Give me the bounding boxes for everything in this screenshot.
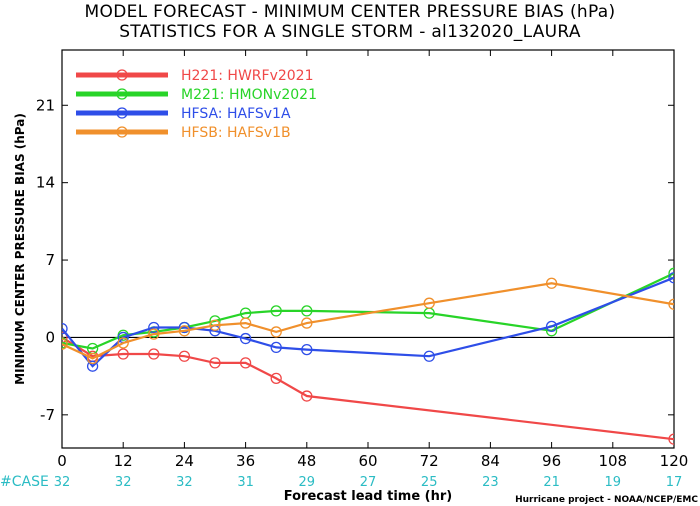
data-point bbox=[270, 326, 282, 338]
data-point bbox=[545, 277, 558, 289]
data-point bbox=[270, 341, 282, 354]
x-tick-label: 60 bbox=[358, 452, 377, 470]
y-tick-label: 7 bbox=[45, 251, 55, 269]
x-tick-label: 72 bbox=[420, 452, 439, 470]
case-count: 27 bbox=[360, 475, 377, 490]
legend-entry: M221: HMONv2021 bbox=[76, 87, 317, 103]
legend-entry: HFSA: HAFSv1A bbox=[76, 106, 291, 122]
plot-frame bbox=[61, 49, 675, 449]
data-point bbox=[178, 350, 191, 362]
data-point bbox=[86, 360, 99, 372]
x-tick-label: 84 bbox=[481, 452, 500, 470]
data-point bbox=[117, 348, 129, 360]
data-point bbox=[62, 322, 68, 335]
y-axis-label: MINIMUM CENTER PRESSURE BIAS (hPa) bbox=[13, 113, 27, 385]
legend-label: M221: HMONv2021 bbox=[181, 87, 317, 103]
legend-marker bbox=[116, 107, 128, 119]
case-count: 32 bbox=[176, 475, 193, 490]
data-point bbox=[62, 331, 68, 344]
data-point bbox=[423, 350, 435, 362]
chart-title: MODEL FORECAST - MINIMUM CENTER PRESSURE… bbox=[85, 2, 616, 22]
data-point bbox=[668, 298, 674, 310]
case-count: 25 bbox=[421, 475, 438, 490]
case-label: #CASE bbox=[0, 474, 49, 490]
x-tick-label: 108 bbox=[598, 452, 627, 470]
case-count: 29 bbox=[299, 475, 316, 490]
data-point bbox=[301, 305, 313, 317]
legend-label: H221: HWRFv2021 bbox=[181, 68, 313, 84]
data-point bbox=[148, 348, 160, 360]
data-point bbox=[301, 317, 313, 329]
y-tick-label: 21 bbox=[36, 96, 55, 114]
series-line bbox=[62, 336, 674, 441]
case-count: 23 bbox=[482, 475, 499, 490]
legend: H221: HWRFv2021 M221: HMONv2021 HFSA: HAFS… bbox=[76, 68, 317, 141]
data-point bbox=[668, 433, 674, 445]
data-point bbox=[239, 357, 252, 369]
x-tick-label: 120 bbox=[660, 452, 689, 470]
series-3 bbox=[62, 272, 674, 372]
case-counts: 32 32 32 31 29 27 25 23 21 19 17 bbox=[54, 475, 683, 490]
data-point bbox=[668, 272, 674, 284]
data-point bbox=[270, 305, 282, 317]
x-tick-label: 24 bbox=[175, 452, 194, 470]
case-count: 17 bbox=[666, 475, 683, 490]
y-tick-label: -7 bbox=[40, 406, 55, 424]
legend-marker bbox=[116, 69, 128, 81]
credit-text: Hurricane project - NOAA/NCEP/EMC bbox=[515, 495, 698, 505]
data-point bbox=[117, 337, 129, 349]
data-point bbox=[148, 321, 160, 334]
x-tick-label: 12 bbox=[114, 452, 133, 470]
data-point bbox=[209, 319, 221, 331]
legend-marker bbox=[116, 126, 128, 138]
data-point bbox=[178, 321, 191, 334]
legend-entry: H221: HWRFv2021 bbox=[76, 68, 313, 84]
y-tick-label: 0 bbox=[45, 328, 55, 346]
legend-label: HFSA: HAFSv1A bbox=[181, 106, 291, 122]
x-tick-label: 96 bbox=[542, 452, 561, 470]
data-point bbox=[178, 325, 191, 337]
series-2 bbox=[62, 267, 674, 355]
y-tick-label: 14 bbox=[36, 174, 55, 192]
data-point bbox=[148, 328, 160, 340]
data-point bbox=[239, 317, 252, 329]
legend-label: HFSB: HAFSv1B bbox=[181, 125, 291, 141]
case-count: 31 bbox=[237, 475, 254, 490]
chart-subtitle: STATISTICS FOR A SINGLE STORM - al132020… bbox=[119, 22, 581, 42]
case-count: 21 bbox=[543, 475, 560, 490]
series-1 bbox=[62, 331, 674, 445]
data-point bbox=[301, 343, 313, 356]
case-count: 19 bbox=[605, 475, 622, 490]
x-axis-label: Forecast lead time (hr) bbox=[284, 489, 452, 504]
data-point bbox=[86, 352, 99, 365]
axis-ticks: 0 12 24 36 48 60 72 84 96 108 120 -7 0 7 14 21 bbox=[36, 50, 688, 470]
x-tick-label: 36 bbox=[236, 452, 255, 470]
legend-entry: HFSB: HAFSv1B bbox=[76, 125, 291, 141]
data-point bbox=[668, 267, 674, 279]
data-point bbox=[239, 332, 252, 345]
legend-marker bbox=[116, 88, 128, 100]
x-tick-label: 48 bbox=[297, 452, 316, 470]
case-count: 32 bbox=[115, 475, 132, 490]
x-tick-label: 0 bbox=[57, 452, 67, 470]
data-point bbox=[545, 320, 558, 333]
case-count: 32 bbox=[54, 475, 71, 490]
data-point bbox=[270, 372, 282, 385]
series-4 bbox=[62, 277, 674, 365]
data-point bbox=[209, 357, 221, 369]
data-point bbox=[423, 297, 435, 309]
data-point bbox=[301, 390, 313, 402]
data-point bbox=[62, 338, 68, 350]
series-line bbox=[62, 282, 674, 360]
series-layer bbox=[62, 267, 674, 445]
